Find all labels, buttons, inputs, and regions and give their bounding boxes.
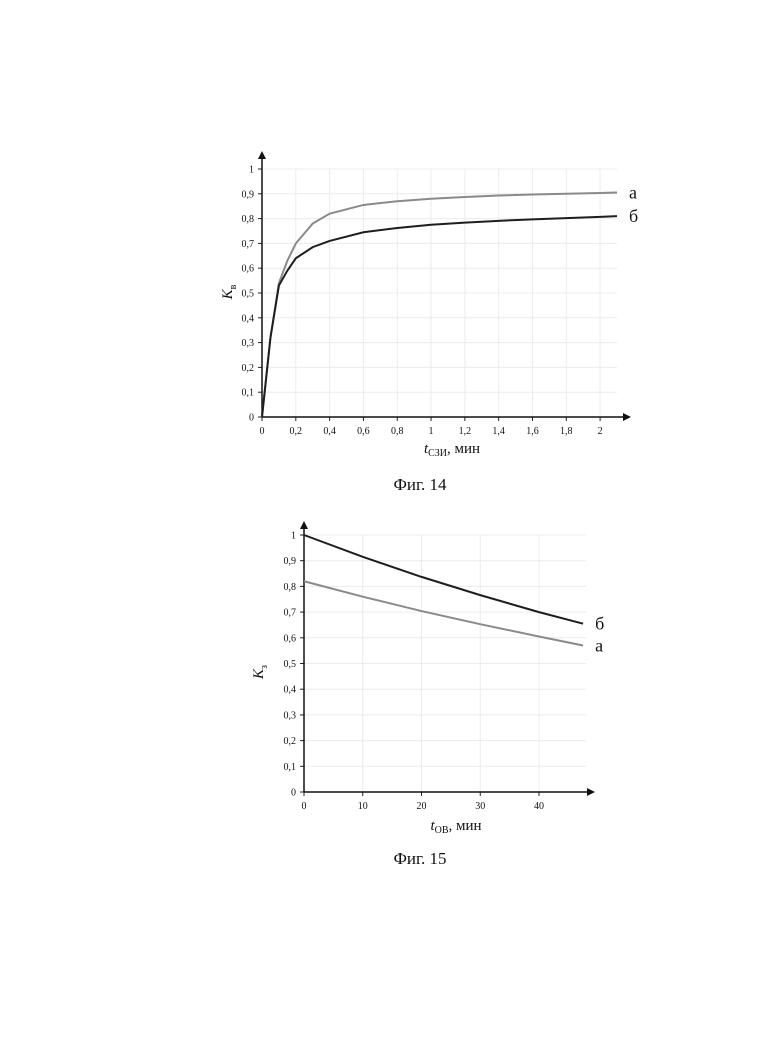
figure-caption: Фиг. 14: [393, 475, 447, 494]
y-tick-label: 0,1: [284, 762, 297, 773]
x-tick-label: 0: [260, 426, 265, 437]
y-tick-label: 0,9: [284, 556, 297, 567]
y-tick-label: 0,5: [242, 289, 255, 300]
series-line: [262, 216, 617, 417]
y-axis-label: Kз: [251, 665, 270, 680]
figure-caption: Фиг. 15: [393, 849, 446, 868]
y-tick-label: 1: [249, 165, 254, 176]
series-line: [262, 193, 617, 417]
y-axis-arrow: [300, 521, 308, 529]
y-tick-label: 0,4: [284, 685, 297, 696]
y-tick-label: 0: [291, 788, 296, 799]
y-tick-label: 0: [249, 413, 254, 424]
x-tick-label: 1,8: [560, 426, 573, 437]
y-axis-label: Kв: [220, 284, 239, 300]
x-label-subscript: СЗИ: [428, 448, 447, 459]
y-tick-label: 0,8: [284, 582, 297, 593]
y-tick-label: 0,9: [242, 189, 255, 200]
x-axis-label: tОВ, мин: [430, 818, 481, 836]
x-tick-label: 20: [417, 801, 427, 812]
y-tick-label: 0,7: [242, 239, 255, 250]
x-label-subscript: ОВ: [435, 825, 449, 836]
x-tick-label: 0,2: [290, 426, 303, 437]
y-tick-label: 0,1: [242, 388, 255, 399]
x-axis-arrow: [623, 413, 631, 421]
y-tick-label: 0,8: [242, 214, 255, 225]
y-tick-label: 0,4: [242, 313, 255, 324]
y-tick-label: 0,2: [284, 736, 297, 747]
x-label-suffix: , мин: [449, 818, 482, 834]
x-tick-label: 10: [358, 801, 368, 812]
x-tick-label: 30: [475, 801, 485, 812]
x-tick-label: 0,8: [391, 426, 404, 437]
x-tick-label: 0,4: [323, 426, 336, 437]
x-label-suffix: , мин: [447, 441, 480, 457]
x-tick-label: 0,6: [357, 426, 370, 437]
y-tick-label: 0,7: [284, 608, 297, 619]
y-tick-label: 0,3: [242, 338, 255, 349]
x-tick-label: 0: [302, 801, 307, 812]
series-label: б: [629, 206, 638, 226]
y-label-subscript: в: [228, 284, 239, 289]
series-line: [304, 535, 583, 624]
x-tick-label: 40: [534, 801, 544, 812]
y-tick-label: 0,3: [284, 710, 297, 721]
x-axis-label: tСЗИ, мин: [424, 441, 480, 459]
x-tick-label: 1,6: [526, 426, 539, 437]
page: 00,20,40,60,811,21,41,61,8200,10,20,30,4…: [0, 0, 780, 1044]
y-tick-label: 0,6: [284, 633, 297, 644]
series-label: а: [595, 636, 603, 656]
x-tick-label: 1,2: [459, 426, 472, 437]
series-label: а: [629, 183, 637, 203]
x-tick-label: 1: [429, 426, 434, 437]
y-axis-arrow: [258, 151, 266, 159]
y-tick-label: 0,5: [284, 659, 297, 670]
y-tick-label: 1: [291, 531, 296, 542]
y-tick-label: 0,6: [242, 264, 255, 275]
y-tick-label: 0,2: [242, 363, 255, 374]
x-tick-label: 2: [598, 426, 603, 437]
y-label-subscript: з: [259, 665, 270, 669]
x-tick-label: 1,4: [492, 426, 505, 437]
x-axis-arrow: [587, 788, 595, 796]
series-label: б: [595, 614, 604, 634]
